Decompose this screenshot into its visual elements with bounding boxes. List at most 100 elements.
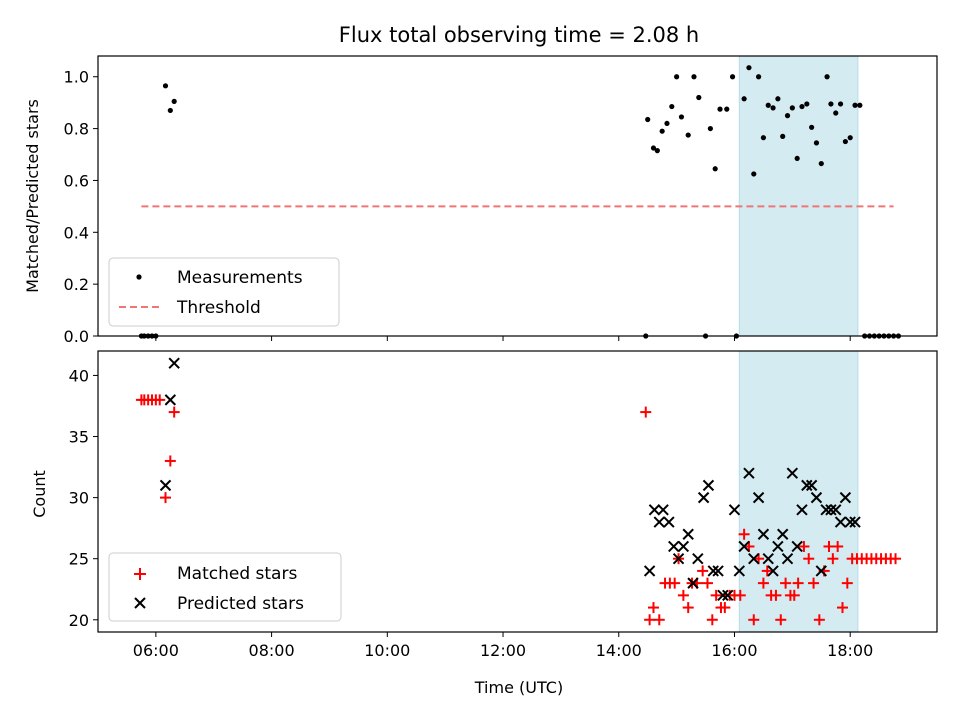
predicted-star-point [834,516,847,528]
measurement-point [717,106,723,112]
measurement-point [809,124,815,130]
bottom-highlight-span [738,350,859,633]
predicted-star-point [786,467,799,479]
measurement-point [746,65,752,71]
predicted-star-point [692,552,704,565]
top-highlight-span [738,55,859,337]
predicted-star-point [791,540,803,553]
predicted-star-point [672,552,685,565]
predicted-star-point [830,504,842,516]
measurement-point [824,74,830,80]
measurement-point [645,116,651,123]
measurement-point [707,125,713,132]
predicted-star-point [733,565,746,577]
top-legend-box [108,257,340,327]
predicted-star-point [717,589,729,602]
bottom-y-tick-label: 25 [69,550,89,569]
predicted-star-point [682,528,694,540]
legend-matched-marker [134,568,146,580]
measurement-point [799,103,805,110]
top-measurement-points [138,65,902,339]
matched-star-point [813,614,825,626]
measurement-point [678,114,685,120]
measurement-point [813,140,820,146]
matched-star-point [792,577,804,589]
matched-star-point [757,577,769,589]
top-y-tick-label: 0.2 [64,275,89,294]
predicted-star-point [820,504,832,516]
matched-star-point [748,614,760,626]
measurement-point [167,107,173,114]
measurement-point [837,101,844,107]
bottom-legend-box [108,552,342,622]
measurement-point [696,94,702,101]
predicted-star-point [781,552,794,565]
matched-star-point [770,589,782,601]
matched-star-point [775,614,787,626]
legend-measurements-label: Measurements [177,268,303,288]
predicted-star-point [825,504,837,516]
measurement-point [775,96,781,102]
matched-star-point [832,540,844,552]
bottom-y-tick-label: 35 [69,428,89,447]
top-x-ticks [155,336,851,341]
predicted-star-point [648,504,661,516]
predicted-star-point [805,479,818,492]
legend-threshold-label: Threshold [176,298,261,318]
measurement-point [770,105,776,111]
measurement-point [724,106,730,112]
bottom-x-ticks: 06:00 08:00 10:00 12:00 14:00 16:00 18:00 [133,632,873,660]
top-y-ticks: 0.0 0.2 0.4 0.6 0.8 1.0 [64,68,98,346]
matched-star-point [761,565,773,577]
predicted-star-point [697,491,710,504]
matched-star-point [682,602,694,614]
bottom-y-tick-label: 30 [69,489,89,508]
top-y-tick-label: 0.4 [64,223,89,242]
predicted-star-point [815,565,827,577]
matched-star-point [653,614,665,626]
top-y-tick-label: 0.6 [64,171,89,190]
measurement-point [833,110,839,116]
predicted-star-point [728,504,741,516]
predicted-star-point [164,394,177,406]
predicted-star-point [677,540,690,553]
predicted-star-point [844,516,856,528]
matched-star-point [644,614,656,626]
matched-star-point [669,577,681,589]
matched-star-point [808,577,820,589]
top-y-tick-label: 1.0 [64,68,89,87]
matched-star-point [160,492,172,504]
predicted-star-point [707,565,719,577]
bottom-x-tick-label: 14:00 [596,641,642,660]
measurement-point [780,133,786,139]
matched-star-point [168,406,180,418]
predicted-star-point [653,516,665,528]
bottom-y-ticks: 20 25 30 35 40 [69,366,98,630]
top-legend: Measurements Threshold [108,257,340,327]
predicted-star-point [712,565,724,577]
matched-star-point [827,553,839,565]
predicted-star-point [776,528,789,540]
measurement-point [162,83,169,89]
matched-star-point [803,553,815,565]
legend-predicted-marker [134,597,146,609]
measurement-point [654,148,660,154]
predicted-star-point [663,516,675,528]
legend-measurements-marker [136,274,142,280]
matched-star-point [647,602,659,614]
measurement-point [729,74,736,80]
predicted-star-point [722,589,734,602]
predicted-star-point [657,504,669,516]
predicted-star-point [810,491,823,504]
matched-star-point [697,565,709,577]
legend-predicted-label: Predicted stars [177,594,304,614]
measurement-point [765,102,771,108]
bottom-legend: Matched stars Predicted stars [108,552,342,622]
matched-star-point [710,589,722,601]
predicted-star-point [801,479,813,492]
measurement-point [784,113,791,119]
measurement-point [650,145,657,151]
predicted-star-point [159,479,172,492]
predicted-star-point [752,491,765,504]
